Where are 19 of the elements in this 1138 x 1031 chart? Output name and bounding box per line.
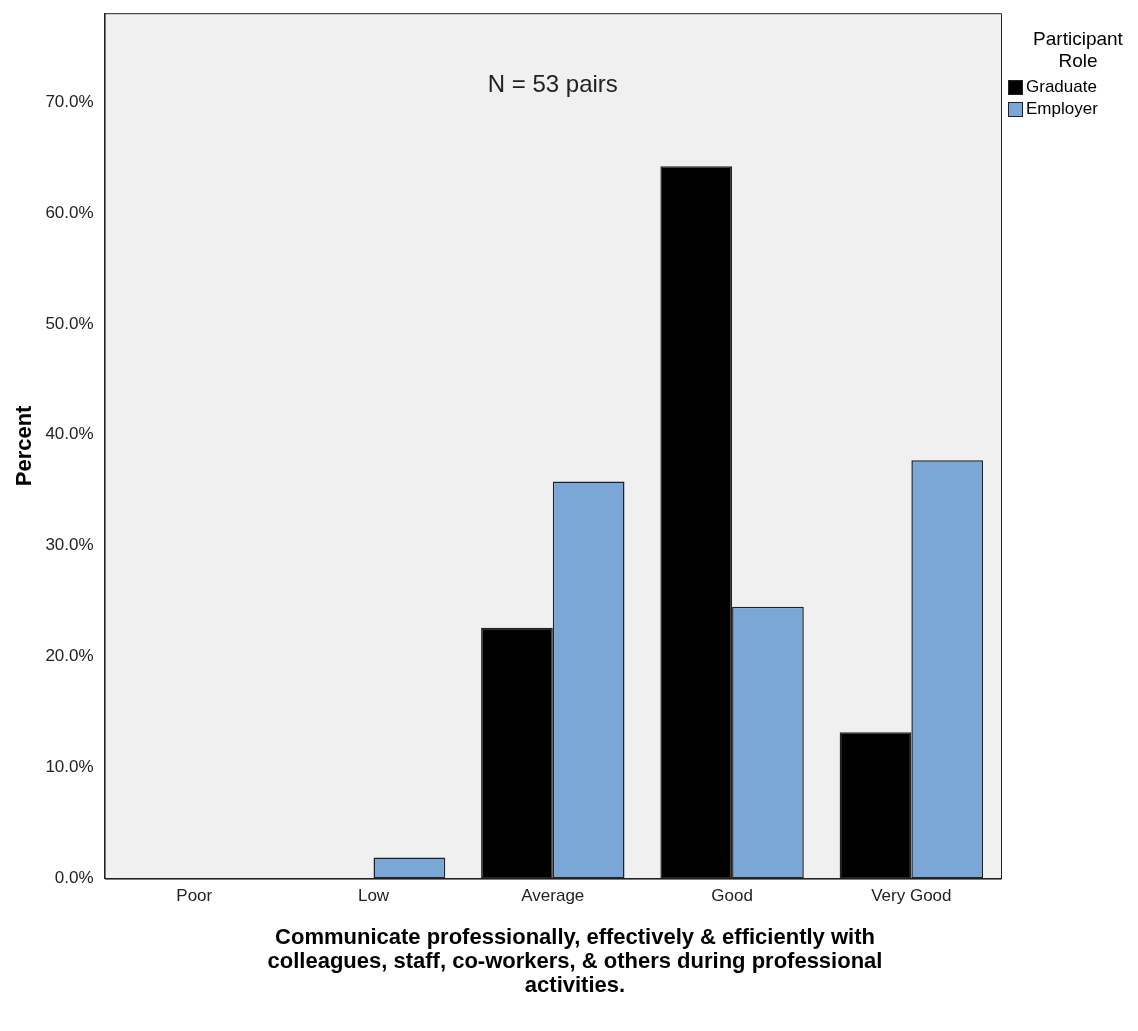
- y-tick-label: 10.0%: [45, 757, 94, 777]
- y-tick-label: 20.0%: [45, 646, 94, 666]
- x-tick-label: Low: [357, 886, 390, 906]
- y-axis-title: Percent: [11, 404, 37, 487]
- y-tick-label: 40.0%: [45, 424, 94, 444]
- x-axis-title: Communicate professionally, effectively & efficiently with colleagues, staff, co-workers, & others during professional activities.: [266, 924, 884, 997]
- x-tick-label: Very Good: [871, 886, 952, 906]
- annotation: N = 53 pairs: [487, 69, 618, 97]
- y-tick-label: 70.0%: [45, 91, 94, 111]
- x-tick-label: Average: [521, 886, 585, 906]
- x-tick-label: Good: [711, 886, 753, 906]
- legend-label: Graduate: [1026, 77, 1097, 97]
- y-tick-label: 0.0%: [54, 868, 94, 888]
- legend-label: Employer: [1026, 99, 1098, 119]
- legend-title: Participant Role: [1032, 28, 1124, 72]
- x-tick-label: Poor: [176, 886, 213, 906]
- y-tick-label: 50.0%: [45, 313, 94, 333]
- y-tick-label: 60.0%: [45, 202, 94, 222]
- y-tick-label: 30.0%: [45, 535, 94, 555]
